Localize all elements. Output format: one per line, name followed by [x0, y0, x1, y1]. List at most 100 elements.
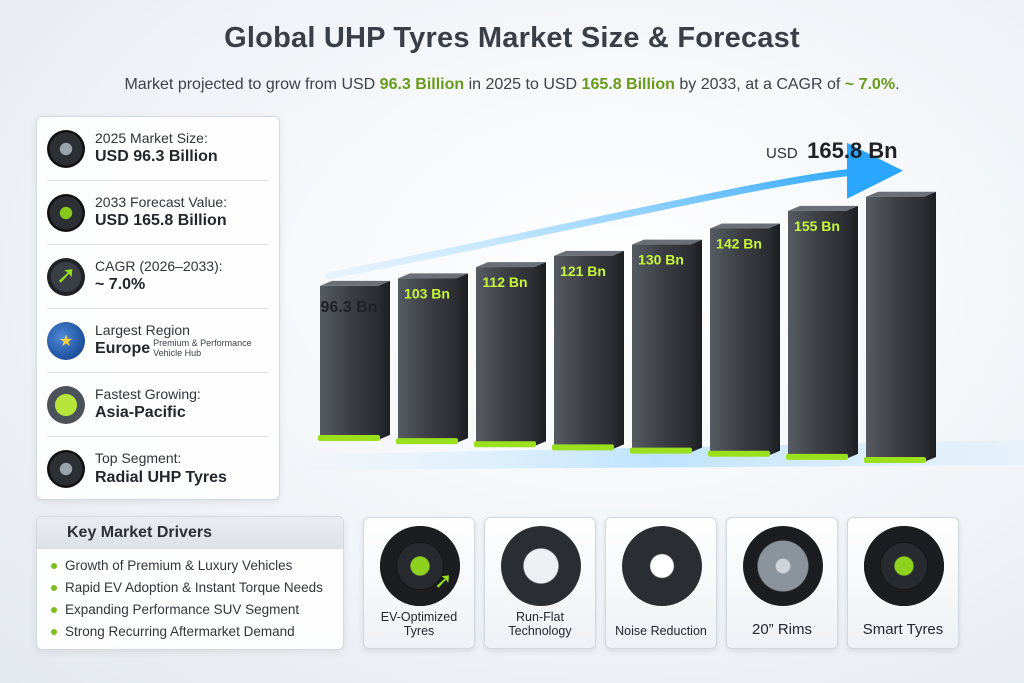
- bar-value-label: 96.3 Bn: [321, 299, 378, 316]
- drivers-title: Key Market Drivers: [37, 517, 343, 549]
- bar-body: [320, 285, 378, 440]
- bar-base-glow: [630, 447, 692, 454]
- rim-icon: [743, 526, 823, 606]
- key-stats-panel: 2025 Market Size: USD 96.3 Billion 2033 …: [36, 116, 280, 500]
- globe-icon: [47, 321, 85, 360]
- bar-base-glow: [786, 453, 848, 460]
- smart-tyre-icon: [864, 526, 944, 606]
- bar-value-label: 121 Bn: [560, 263, 606, 279]
- subtitle-text: Market projected to grow from USD: [124, 76, 380, 93]
- bar-value-label: 155 Bn: [794, 218, 840, 234]
- bar-body: [788, 210, 846, 459]
- stat-forecast-2033: 2033 Forecast Value: USD 165.8 Billion: [47, 181, 269, 245]
- tyre-icon: [47, 129, 85, 168]
- stat-note: Premium & Performance Vehicle Hub: [153, 338, 252, 359]
- bar-body: [554, 255, 612, 450]
- run-flat-tyre-icon: [501, 526, 581, 606]
- subtitle-end: .: [895, 76, 900, 93]
- feature-card-run-flat: Run-Flat Technology: [484, 517, 596, 649]
- bar-side: [924, 191, 936, 462]
- bar-top: [398, 273, 468, 279]
- stat-label: Top Segment:: [95, 450, 182, 467]
- page-title: Global UHP Tyres Market Size & Forecast: [224, 22, 800, 54]
- bar-side: [456, 273, 468, 444]
- bar-side: [378, 280, 390, 440]
- bar-value-label: 103 Bn: [404, 285, 450, 301]
- feature-label: EV-Optimized Tyres: [380, 610, 458, 638]
- subtitle-text-post: by 2033, at a CAGR of: [674, 76, 845, 93]
- bar-top: [476, 262, 546, 268]
- tyre-green-icon: [47, 193, 85, 232]
- bar-base-glow: [474, 441, 536, 448]
- bar-body: [866, 196, 924, 462]
- bar-value-label: 130 Bn: [638, 252, 684, 268]
- bar-7: 155 Bn: [786, 205, 858, 460]
- region-map-icon: [47, 385, 85, 424]
- bar-side: [768, 223, 780, 456]
- bar-side: [690, 239, 702, 453]
- bar-top: [866, 191, 936, 197]
- bullet-icon: [51, 563, 57, 570]
- bar-chart-svg: 96.3 Bn 103 Bn 112 Bn 121 Bn 130 Bn 142 Bn 155…: [290, 138, 1024, 470]
- feature-card-rims: 20” Rims: [726, 517, 838, 649]
- forecast-callout: USD 165.8 Bn: [766, 138, 898, 163]
- feature-card-noise-reduction: Noise Reduction: [605, 517, 717, 649]
- noise-reduction-tyre-icon: [622, 526, 702, 606]
- stat-fastest-growing: Fastest Growing: Asia-Pacific: [47, 373, 269, 437]
- bar-top: [554, 250, 624, 256]
- bar-side: [846, 205, 858, 459]
- bar-base-glow: [864, 457, 926, 463]
- stat-cagr: CAGR (2026–2033): ~ 7.0%: [47, 245, 269, 309]
- stat-top-segment: Top Segment: Radial UHP Tyres: [47, 437, 269, 501]
- market-forecast-chart: 96.3 Bn 103 Bn 112 Bn 121 Bn 130 Bn 142 Bn 155…: [290, 120, 1024, 500]
- bar-4: 121 Bn: [552, 250, 624, 451]
- growth-arrow: [325, 142, 903, 280]
- key-drivers-panel: Key Market Drivers Growth of Premium & L…: [36, 516, 344, 650]
- stat-value: USD 165.8 Billion: [95, 212, 227, 230]
- bar-5: 130 Bn: [630, 239, 702, 454]
- arrow-icon: ➚: [434, 568, 453, 593]
- bar-base-glow: [396, 438, 458, 445]
- bar-6: 142 Bn: [708, 223, 780, 457]
- ev-tyre-icon: [380, 526, 460, 606]
- subtitle-value-2033: 165.8 Billion: [581, 76, 675, 93]
- growth-arrow-icon: [47, 257, 85, 296]
- stat-market-size-2025: 2025 Market Size: USD 96.3 Billion: [47, 117, 269, 181]
- bar-value-label: 142 Bn: [716, 236, 762, 252]
- stat-value: Radial UHP Tyres: [95, 468, 227, 486]
- stat-label: Largest Region: [95, 321, 190, 338]
- stat-label: 2025 Market Size:: [95, 129, 208, 146]
- bar-1: 96.3 Bn: [318, 280, 390, 441]
- bar-base-glow: [318, 435, 380, 441]
- stat-value: Europe: [95, 340, 151, 358]
- stat-value: USD 96.3 Billion: [95, 148, 218, 166]
- bar-value-label: 112 Bn: [482, 274, 527, 290]
- bar-body: [476, 267, 534, 447]
- bar-top: [320, 280, 390, 286]
- bullet-icon: [51, 629, 57, 636]
- bar-body: [710, 228, 768, 456]
- radial-tyre-icon: [47, 450, 85, 488]
- page-subtitle: Market projected to grow from USD 96.3 B…: [0, 76, 1024, 94]
- bar-base-glow: [552, 444, 614, 451]
- stat-label: Fastest Growing:: [95, 385, 201, 402]
- feature-label: Noise Reduction: [615, 624, 707, 638]
- feature-card-smart-tyres: Smart Tyres: [847, 517, 959, 649]
- feature-label: Run-Flat Technology: [508, 610, 572, 638]
- feature-label: 20” Rims: [751, 621, 812, 638]
- bar-8: [864, 191, 936, 463]
- bar-2: 103 Bn: [396, 273, 468, 445]
- bar-base-glow: [708, 450, 770, 457]
- subtitle-value-2025: 96.3 Billion: [379, 76, 465, 93]
- stat-label: 2033 Forecast Value:: [95, 193, 228, 210]
- bar-body: [398, 278, 456, 444]
- bullet-icon: [51, 585, 57, 592]
- bar-3: 112 Bn: [474, 262, 546, 448]
- list-item: Rapid EV Adoption & Instant Torque Needs: [51, 577, 343, 599]
- list-item: Growth of Premium & Luxury Vehicles: [51, 555, 343, 577]
- drivers-list: Growth of Premium & Luxury Vehicles Rapi…: [37, 549, 343, 643]
- bar-top: [788, 205, 858, 211]
- subtitle-text-mid: in 2025 to USD: [464, 76, 582, 93]
- bar-top: [710, 223, 780, 229]
- list-item: Strong Recurring Aftermarket Demand: [51, 621, 343, 643]
